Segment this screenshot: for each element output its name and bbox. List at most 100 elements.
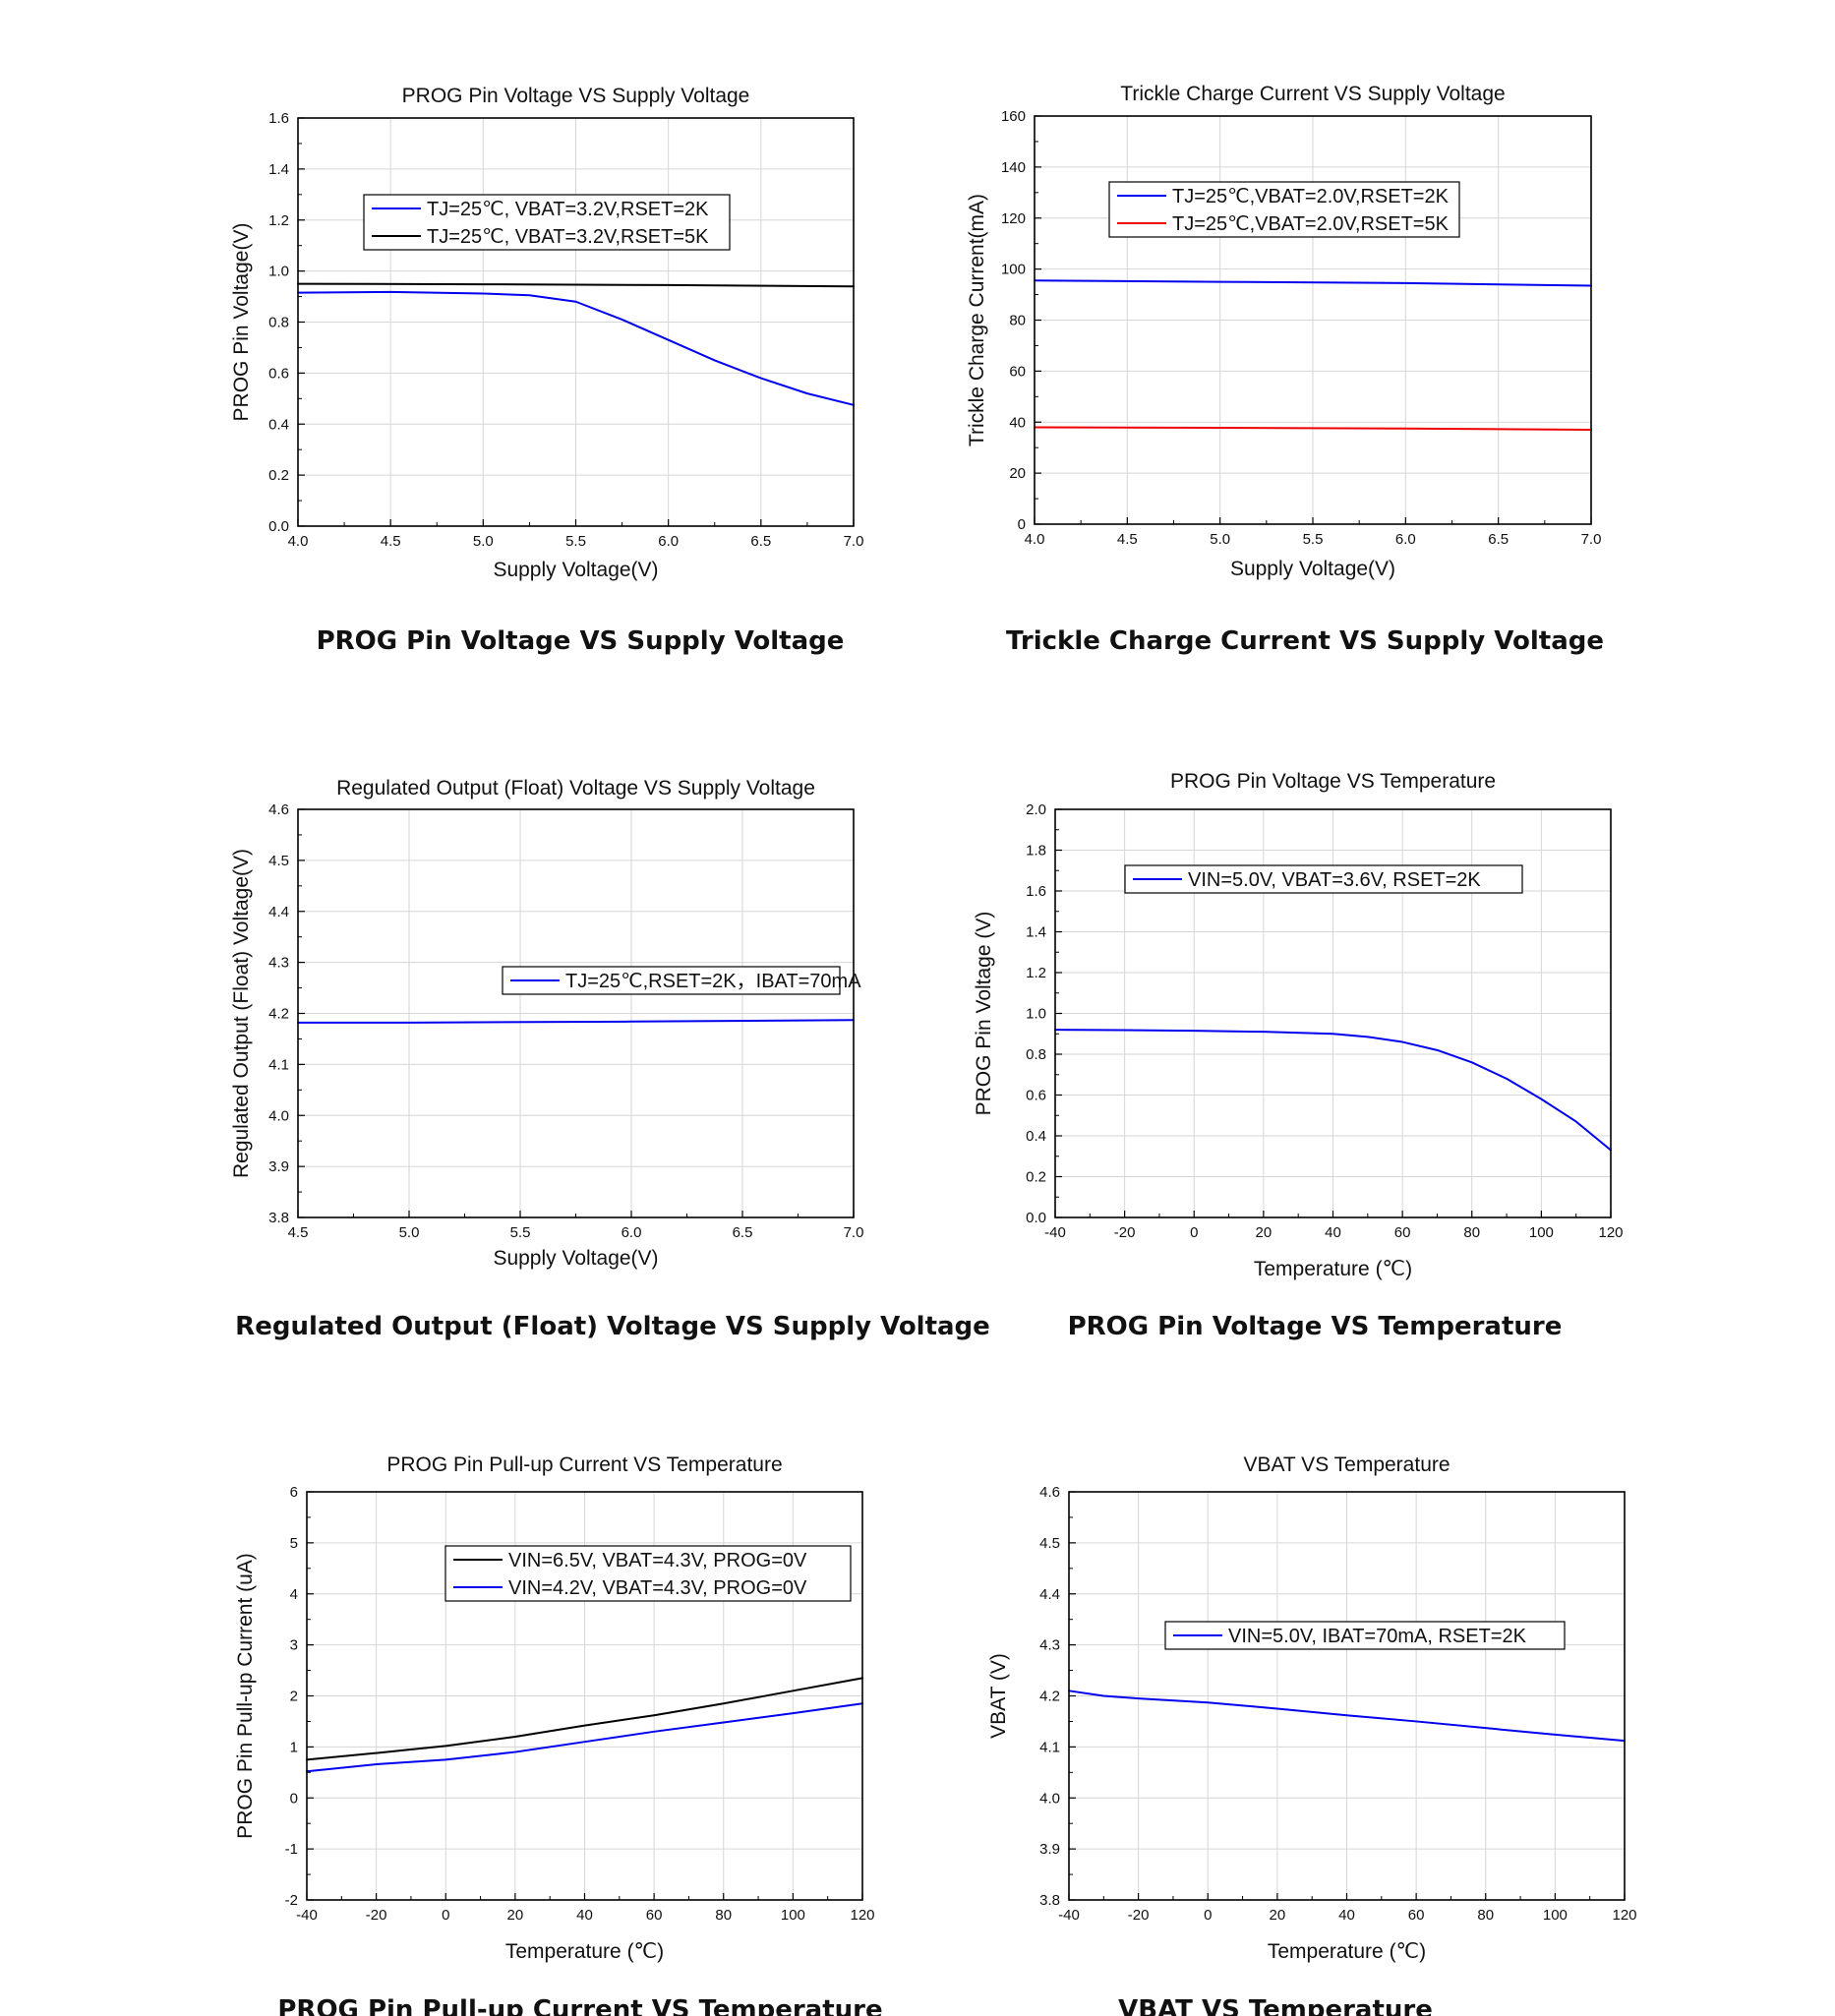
x-tick-label: 5.0 (473, 533, 494, 550)
y-tick-label: 4.2 (268, 1006, 289, 1023)
y-tick-label: 4.6 (268, 801, 289, 818)
legend-label: TJ=25℃,RSET=2K，IBAT=70mA (565, 971, 861, 992)
chart-6: -40 -20 0 20 40 60 80 100 120 3.8 3.9 4.0 4.1 4.2 4.3 4… (987, 1453, 1637, 2016)
x-axis-label: Temperature (℃) (1268, 1940, 1426, 1963)
series-line-2 (306, 1702, 863, 1773)
x-tick-label: -40 (296, 1907, 318, 1924)
y-tick-label: 4.0 (268, 1107, 289, 1124)
legend: VIN=5.0V, VBAT=3.6V, RSET=2K (1124, 864, 1523, 894)
x-tick-label: 60 (1394, 1224, 1411, 1241)
x-tick-label: 20 (507, 1907, 524, 1924)
y-tick-label: 0.8 (1026, 1046, 1046, 1063)
x-tick-label: 40 (1338, 1907, 1355, 1924)
legend: TJ=25℃, VBAT=3.2V,RSET=2K TJ=25℃, VBAT=3.… (363, 194, 731, 251)
x-tick-label: 120 (1598, 1224, 1623, 1241)
y-tick-label: 1.0 (268, 264, 289, 280)
x-tick-label: 5.0 (1210, 531, 1230, 548)
y-tick-label: 3.9 (268, 1158, 289, 1175)
y-tick-label: 1.2 (1026, 965, 1046, 981)
x-tick-label: 5.5 (1303, 531, 1324, 548)
x-tick-label: -20 (366, 1907, 387, 1924)
x-tick-label: 80 (1477, 1907, 1494, 1924)
legend-label: VIN=5.0V, IBAT=70mA, RSET=2K (1228, 1626, 1527, 1647)
x-tick-label: 100 (781, 1907, 805, 1924)
legend: VIN=5.0V, IBAT=70mA, RSET=2K (1164, 1621, 1566, 1650)
x-tick-label: 7.0 (1581, 531, 1602, 548)
y-axis-label: PROG Pin Pull-up Current (uA) (234, 1553, 257, 1839)
y-tick-label: 1.6 (1026, 883, 1046, 900)
legend-label: TJ=25℃, VBAT=3.2V,RSET=2K (427, 199, 709, 220)
x-tick-label: 4.5 (1117, 531, 1138, 548)
y-tick-label: 4.2 (1039, 1689, 1060, 1705)
chart-title: PROG Pin Voltage VS Temperature (1170, 770, 1496, 793)
x-tick-label: 20 (1256, 1224, 1273, 1241)
y-tick-label: 0.2 (268, 467, 289, 484)
y-tick-label: 1.4 (268, 161, 289, 178)
y-tick-label: 160 (1001, 108, 1026, 125)
y-tick-label: 4.4 (1039, 1586, 1060, 1603)
legend: TJ=25℃,VBAT=2.0V,RSET=2K TJ=25℃,VBAT=2.0V… (1108, 181, 1460, 238)
legend-label: VIN=6.5V, VBAT=4.3V, PROG=0V (508, 1550, 807, 1571)
series-line-2 (297, 282, 855, 288)
chart-caption: VBAT VS Temperature (1118, 1995, 1433, 2016)
series-line-2 (1034, 426, 1592, 432)
y-tick-label: 4.5 (1039, 1535, 1060, 1552)
chart-3: 4.5 5.0 5.5 6.0 6.5 7.0 3.8 3.9 4.0 4.1 4.2 4.3 4.4 4… (230, 777, 990, 1341)
y-tick-label: 2 (290, 1689, 298, 1705)
x-tick-label: 20 (1270, 1907, 1286, 1924)
x-tick-label: 7.0 (844, 533, 864, 550)
series-line-1 (1068, 1690, 1626, 1743)
y-tick-label: 4.3 (268, 955, 289, 972)
y-axis-label: PROG Pin Voltage (V) (973, 912, 995, 1116)
x-tick-label: 4.0 (1025, 531, 1045, 548)
legend-label: VIN=5.0V, VBAT=3.6V, RSET=2K (1188, 869, 1481, 891)
plot-frame (1068, 1491, 1626, 1901)
legend: VIN=6.5V, VBAT=4.3V, PROG=0V VIN=4.2V, VB… (444, 1545, 852, 1602)
x-axis-label: Temperature (℃) (505, 1940, 664, 1963)
y-tick-label: 0.6 (268, 365, 289, 382)
chart-caption: Trickle Charge Current VS Supply Voltage (1006, 626, 1604, 656)
y-axis-label: VBAT (V) (987, 1653, 1010, 1739)
y-tick-label: 0.2 (1026, 1169, 1046, 1186)
y-tick-label: 1.0 (1026, 1006, 1046, 1023)
x-tick-label: 80 (1463, 1224, 1480, 1241)
y-tick-label: 120 (1001, 210, 1026, 227)
y-tick-label: 1.4 (1026, 924, 1046, 941)
series-line-1 (297, 1019, 855, 1024)
x-tick-label: 6.5 (733, 1224, 753, 1241)
x-tick-label: 5.0 (399, 1224, 420, 1241)
y-tick-label: 3.9 (1039, 1841, 1060, 1858)
y-tick-label: 0.4 (268, 416, 289, 433)
y-tick-label: 80 (1009, 313, 1026, 329)
y-tick-label: 0.4 (1026, 1128, 1046, 1145)
x-tick-label: 7.0 (844, 1224, 864, 1241)
y-tick-label: 4 (290, 1586, 298, 1603)
legend-label: TJ=25℃,VBAT=2.0V,RSET=5K (1172, 213, 1450, 235)
y-tick-label: 4.5 (268, 853, 289, 869)
x-tick-label: 120 (1612, 1907, 1636, 1924)
y-tick-label: 3.8 (268, 1210, 289, 1226)
y-tick-label: 4.1 (268, 1056, 289, 1073)
y-tick-label: 20 (1009, 465, 1026, 482)
x-tick-label: -40 (1058, 1907, 1080, 1924)
y-tick-label: 5 (290, 1535, 298, 1552)
x-tick-label: 100 (1529, 1224, 1554, 1241)
x-tick-label: 40 (1325, 1224, 1341, 1241)
x-tick-label: -20 (1114, 1224, 1136, 1241)
x-tick-label: 120 (850, 1907, 874, 1924)
x-axis-label: Supply Voltage(V) (493, 1247, 658, 1270)
y-tick-label: 4.3 (1039, 1637, 1060, 1654)
y-tick-label: 100 (1001, 262, 1026, 278)
y-tick-label: 1 (290, 1739, 298, 1755)
chart-title: PROG Pin Voltage VS Supply Voltage (402, 85, 750, 107)
x-tick-label: 6.5 (750, 533, 771, 550)
y-tick-label: 3.8 (1039, 1892, 1060, 1909)
x-tick-label: 60 (646, 1907, 663, 1924)
y-tick-label: 60 (1009, 363, 1026, 380)
plot-frame (306, 1491, 863, 1901)
chart-1: 4.0 4.5 5.0 5.5 6.0 6.5 7.0 0.0 0.2 0.4 0.6 0.8 1.0 1… (230, 85, 863, 656)
legend-box (1164, 1621, 1566, 1650)
x-tick-label: 4.5 (381, 533, 401, 550)
x-axis-label: Temperature (℃) (1254, 1258, 1412, 1280)
